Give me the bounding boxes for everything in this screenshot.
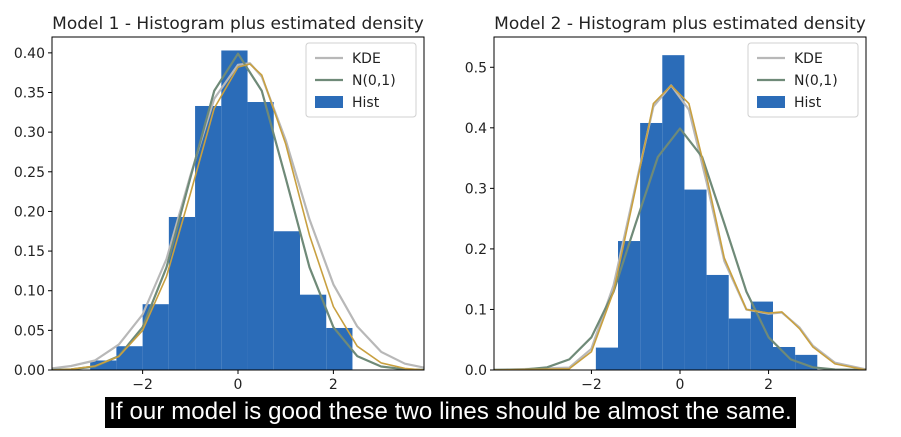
y-tick-label: 0.10: [14, 284, 45, 300]
plot-area: [494, 55, 866, 370]
hist-bar: [595, 347, 618, 370]
legend: KDE N(0,1) Hist: [305, 42, 417, 118]
x-tick-label: 2: [329, 377, 338, 393]
y-tick-label: 0.3: [465, 181, 487, 197]
x-tick-label: 0: [676, 377, 685, 393]
density-line: [494, 84, 866, 370]
legend-label: N(0,1): [794, 73, 838, 89]
density-line: [52, 63, 424, 370]
hist-bar: [300, 294, 327, 370]
hist-bar: [116, 346, 143, 370]
x-tick-label: 0: [234, 377, 243, 393]
plot-area: [52, 50, 424, 370]
chart-1: Model 1 - Histogram plus estimated densi…: [14, 14, 425, 393]
y-tick-label: 0.30: [14, 125, 45, 141]
chart-title: Model 2 - Histogram plus estimated densi…: [494, 14, 866, 34]
hist-bar: [662, 55, 685, 370]
legend-patch: [757, 96, 785, 108]
y-tick-label: 0.20: [14, 204, 45, 220]
y-tick-label: 0.4: [465, 121, 487, 137]
y-tick-label: 0.40: [14, 46, 45, 62]
x-tick-label: −2: [132, 377, 153, 393]
y-tick-label: 0.15: [14, 244, 45, 260]
y-tick-label: 0.35: [14, 86, 45, 102]
hist-bar: [90, 360, 117, 370]
legend-label: KDE: [352, 51, 381, 67]
y-tick-label: 0.5: [465, 60, 487, 76]
caption-bar: If our model is good these two lines sho…: [0, 397, 901, 428]
y-tick-label: 0.00: [14, 363, 45, 379]
chart-title: Model 1 - Histogram plus estimated densi…: [52, 14, 424, 34]
hist-bar: [221, 50, 248, 370]
hist-bar: [640, 122, 663, 370]
y-tick-label: 0.1: [465, 302, 487, 318]
y-tick-label: 0.05: [14, 323, 45, 339]
hist-bar: [273, 231, 300, 370]
x-tick-label: −2: [581, 377, 602, 393]
y-tick-label: 0.0: [465, 363, 487, 379]
hist-bar: [684, 189, 707, 370]
caption-text: If our model is good these two lines sho…: [105, 397, 796, 428]
legend-label: Hist: [352, 95, 380, 111]
legend-label: N(0,1): [352, 73, 396, 89]
legend-patch: [315, 96, 343, 108]
x-tick-label: 2: [764, 377, 773, 393]
legend: KDE N(0,1) Hist: [747, 42, 859, 118]
hist-bar: [618, 241, 641, 370]
hist-bar: [773, 346, 796, 370]
hist-bar: [706, 274, 729, 370]
y-tick-label: 0.2: [465, 242, 487, 258]
hist-bar: [142, 304, 169, 370]
chart-2: Model 2 - Histogram plus estimated densi…: [465, 14, 867, 393]
legend-label: Hist: [794, 95, 822, 111]
hist-bar: [247, 102, 274, 370]
hist-bar: [728, 318, 751, 370]
normal-line: [494, 127, 866, 370]
y-tick-label: 0.25: [14, 165, 45, 181]
hist-bar: [750, 301, 773, 370]
legend-label: KDE: [794, 51, 823, 67]
